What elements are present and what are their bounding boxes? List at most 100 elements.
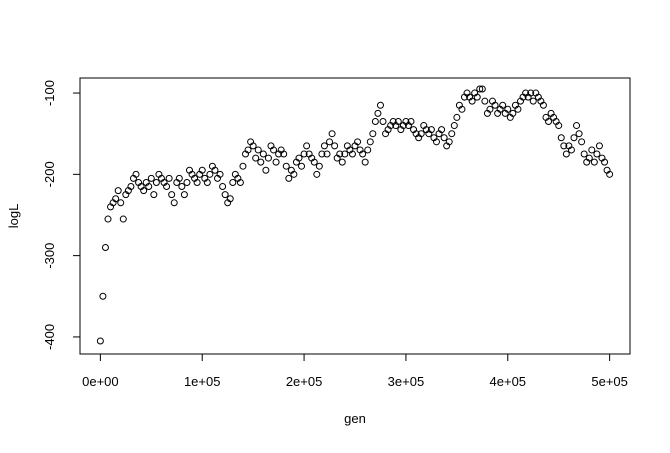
point [366,138,374,146]
point [303,142,311,150]
point [236,178,244,186]
point [438,126,446,134]
point [601,158,609,166]
point [359,150,367,158]
point [112,195,120,203]
point [264,154,272,162]
point [239,162,247,170]
point [348,150,356,158]
point [229,178,237,186]
x-tick-label: 1e+05 [184,374,221,389]
point [527,89,535,97]
point [476,85,484,93]
point [326,138,334,146]
point [560,142,568,150]
point [539,101,547,109]
point [371,117,379,125]
point [445,138,453,146]
point [369,130,377,138]
point [150,191,158,199]
point [104,215,112,223]
point [448,130,456,138]
point [252,154,260,162]
point [165,174,173,182]
point [473,93,481,101]
point [249,142,257,150]
point [529,97,537,105]
point [394,117,402,125]
point [379,117,387,125]
point [509,109,517,117]
point [374,109,382,117]
point [310,158,318,166]
point [147,174,155,182]
point [140,187,148,195]
point [99,292,107,300]
point [101,244,109,252]
point [285,174,293,182]
point [364,146,372,154]
x-tick-label: 2e+05 [286,374,323,389]
point [486,105,494,113]
point [221,191,229,199]
point [198,166,206,174]
point [219,183,227,191]
point [354,138,362,146]
point [259,150,267,158]
point [168,191,176,199]
x-tick-label: 3e+05 [388,374,425,389]
x-axis-label: gen [344,411,366,426]
point [376,101,384,109]
point [117,199,125,207]
point [254,146,262,154]
point [504,105,512,113]
point [588,146,596,154]
point [578,138,586,146]
point [320,142,328,150]
y-tick-label: -300 [42,243,57,269]
point [119,215,127,223]
point [183,178,191,186]
point [211,166,219,174]
point [290,170,298,178]
point [114,187,122,195]
point [432,138,440,146]
point [96,337,104,345]
point [555,122,563,130]
point [323,150,331,158]
point [481,97,489,105]
point [573,122,581,130]
plot-box [79,77,631,355]
point [595,142,603,150]
point [178,183,186,191]
point [499,101,507,109]
point [331,142,339,150]
point [270,146,278,154]
point [257,158,265,166]
point [427,126,435,134]
x-tick-label: 4e+05 [490,374,527,389]
y-tick-label: -200 [42,161,57,187]
point [203,178,211,186]
x-tick-label: 0e+00 [82,374,119,389]
point [606,170,614,178]
point [458,105,466,113]
y-tick-label: -400 [42,324,57,350]
x-tick-label: 5e+05 [591,374,628,389]
point [313,170,321,178]
point [328,130,336,138]
point [491,101,499,109]
point [514,105,522,113]
point [193,178,201,186]
point [145,183,153,191]
point [315,162,323,170]
point [163,183,171,191]
point [570,134,578,142]
point [206,170,214,178]
point [170,199,178,207]
point [180,191,188,199]
y-axis-label: logL [6,204,21,229]
point [262,166,270,174]
